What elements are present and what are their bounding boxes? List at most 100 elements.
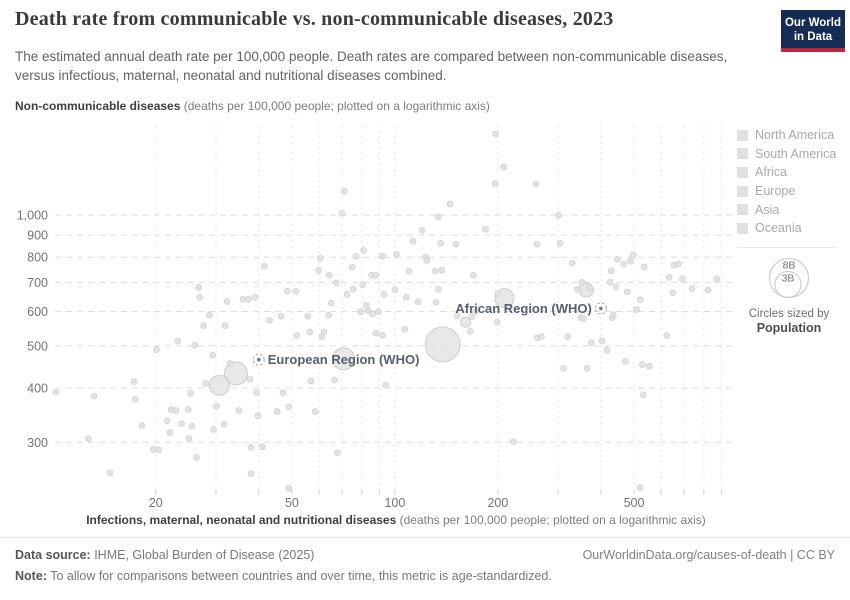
country-dot[interactable] <box>633 306 640 313</box>
country-dot[interactable] <box>52 388 60 396</box>
owid-logo[interactable]: Our World in Data <box>781 10 845 52</box>
country-dot[interactable] <box>285 485 293 492</box>
country-dot[interactable] <box>106 469 114 477</box>
country-dot[interactable] <box>357 308 365 316</box>
country-dot[interactable] <box>713 275 721 283</box>
country-dot[interactable] <box>316 255 324 262</box>
country-dot[interactable] <box>184 406 192 413</box>
legend-item-asia[interactable]: Asia <box>737 200 841 219</box>
country-dot[interactable] <box>556 240 564 247</box>
country-dot[interactable] <box>468 313 476 320</box>
country-dot[interactable] <box>193 454 200 461</box>
country-dot[interactable] <box>223 298 231 305</box>
country-dot[interactable] <box>178 420 185 428</box>
country-dot[interactable] <box>538 333 545 341</box>
country-dot[interactable] <box>266 316 273 324</box>
country-dot[interactable] <box>311 408 319 415</box>
country-dot[interactable] <box>424 326 461 363</box>
country-dot[interactable] <box>637 296 644 303</box>
country-dot[interactable] <box>246 375 254 383</box>
country-dot[interactable] <box>679 275 686 283</box>
country-dot[interactable] <box>401 325 409 333</box>
country-dot[interactable] <box>606 278 614 286</box>
country-dot[interactable] <box>332 347 356 371</box>
country-dot[interactable] <box>704 286 712 294</box>
country-dot[interactable] <box>325 271 333 279</box>
country-dot[interactable] <box>639 361 646 368</box>
country-dot[interactable] <box>223 361 248 386</box>
country-dot[interactable] <box>620 260 627 268</box>
country-dot[interactable] <box>200 322 207 329</box>
country-dot[interactable] <box>555 211 562 219</box>
legend-item-north-america[interactable]: North America <box>737 126 841 145</box>
country-dot[interactable] <box>446 200 454 208</box>
country-dot[interactable] <box>90 392 98 400</box>
country-dot[interactable] <box>331 376 338 384</box>
country-dot[interactable] <box>338 209 346 217</box>
country-dot[interactable] <box>533 240 541 248</box>
country-dot[interactable] <box>510 438 517 446</box>
country-dot[interactable] <box>307 377 315 385</box>
country-dot[interactable] <box>306 328 314 336</box>
country-dot[interactable] <box>470 271 478 279</box>
country-dot[interactable] <box>84 435 92 442</box>
country-dot[interactable] <box>245 295 252 303</box>
country-dot[interactable] <box>438 267 446 274</box>
country-dot[interactable] <box>220 420 228 428</box>
country-dot[interactable] <box>379 331 386 339</box>
country-dot[interactable] <box>437 240 444 247</box>
country-dot[interactable] <box>423 256 431 264</box>
country-dot[interactable] <box>500 163 508 171</box>
country-dot[interactable] <box>639 391 647 399</box>
country-dot[interactable] <box>372 271 380 279</box>
country-dot[interactable] <box>418 226 426 234</box>
country-dot[interactable] <box>131 395 139 403</box>
country-dot[interactable] <box>393 250 400 258</box>
country-dot[interactable] <box>583 364 591 372</box>
country-dot[interactable] <box>431 267 439 275</box>
country-dot[interactable] <box>362 301 370 309</box>
country-dot[interactable] <box>191 341 199 349</box>
country-dot[interactable] <box>352 252 360 260</box>
country-dot[interactable] <box>636 484 644 491</box>
country-dot[interactable] <box>598 337 606 345</box>
country-dot[interactable] <box>247 470 255 478</box>
country-dot[interactable] <box>277 312 285 320</box>
country-dot[interactable] <box>453 312 461 320</box>
country-dot[interactable] <box>273 408 281 415</box>
country-dot[interactable] <box>585 284 593 292</box>
country-dot[interactable] <box>405 267 413 275</box>
country-dot[interactable] <box>251 293 259 301</box>
country-dot[interactable] <box>226 359 234 367</box>
country-dot[interactable] <box>665 274 673 281</box>
legend-item-europe[interactable]: Europe <box>737 182 841 201</box>
country-dot[interactable] <box>491 180 499 188</box>
country-dot[interactable] <box>372 329 380 337</box>
country-dot[interactable] <box>379 252 386 260</box>
country-dot[interactable] <box>343 291 351 298</box>
country-dot[interactable] <box>253 389 260 397</box>
country-dot[interactable] <box>587 339 595 346</box>
country-dot[interactable] <box>130 378 138 385</box>
country-dot[interactable] <box>209 351 216 359</box>
country-dot[interactable] <box>195 284 203 291</box>
country-dot[interactable] <box>645 362 653 370</box>
entity-annotation[interactable]: European Region (WHO) <box>252 352 419 367</box>
country-dot[interactable] <box>580 315 587 322</box>
country-dots[interactable] <box>52 130 721 492</box>
country-dot[interactable] <box>675 260 682 268</box>
country-dot[interactable] <box>432 298 440 306</box>
country-dot[interactable] <box>155 446 163 454</box>
country-dot[interactable] <box>607 267 615 275</box>
country-dot[interactable] <box>153 346 160 354</box>
country-dot[interactable] <box>260 262 268 270</box>
country-dot[interactable] <box>172 407 180 414</box>
country-dot[interactable] <box>187 389 195 397</box>
country-dot[interactable] <box>334 449 341 457</box>
country-dot[interactable] <box>364 307 372 315</box>
country-dot[interactable] <box>568 259 576 267</box>
country-dot[interactable] <box>185 435 193 442</box>
country-dot[interactable] <box>560 364 567 372</box>
country-dot[interactable] <box>359 281 367 289</box>
country-dot[interactable] <box>196 293 204 301</box>
